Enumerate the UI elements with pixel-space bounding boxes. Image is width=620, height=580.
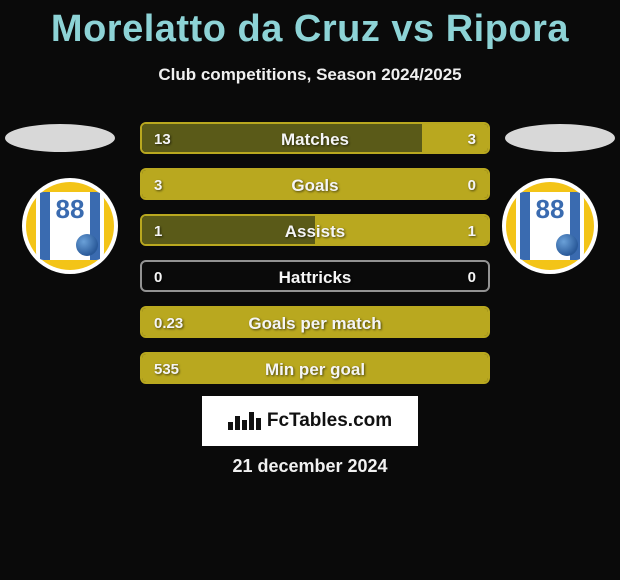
stat-bars: Matches133Goals30Assists11Hattricks00Goa…	[140, 122, 490, 398]
club-badge-right: 88	[502, 178, 598, 274]
stat-value-left: 0	[154, 262, 162, 292]
subtitle: Club competitions, Season 2024/2025	[0, 65, 620, 85]
source-logo: FcTables.com	[202, 396, 418, 446]
stat-bar: Hattricks0 0	[140, 260, 490, 292]
badge-number: 88	[36, 194, 104, 225]
stat-value-left: 0.23	[154, 308, 183, 338]
stat-value-right: 0	[468, 170, 476, 200]
date-text: 21 december 2024	[0, 456, 620, 477]
stat-value-right: 1	[468, 216, 476, 246]
badge-number: 88	[516, 194, 584, 225]
stat-label: Hattricks	[142, 262, 488, 292]
stat-bar: Goals3 0	[140, 168, 490, 200]
stat-bar: Assists1 1	[140, 214, 490, 246]
player-shadow-right	[505, 124, 615, 152]
logo-text: FcTables.com	[267, 410, 392, 432]
comparison-infographic: Morelatto da Cruz vs Ripora Club competi…	[0, 0, 620, 580]
soccer-ball-icon	[76, 234, 98, 256]
stat-label: Assists	[142, 216, 488, 246]
stat-value-left: 3	[154, 170, 162, 200]
stat-value-right: 0	[468, 262, 476, 292]
stat-label: Goals per match	[142, 308, 488, 338]
stat-value-left: 1	[154, 216, 162, 246]
stat-bar: Goals per match0.23	[140, 306, 490, 338]
club-badge-left: 88	[22, 178, 118, 274]
page-title: Morelatto da Cruz vs Ripora	[0, 0, 620, 51]
stat-label: Goals	[142, 170, 488, 200]
soccer-ball-icon	[556, 234, 578, 256]
player-shadow-left	[5, 124, 115, 152]
stat-bar: Matches13 3	[140, 122, 490, 154]
stat-value-left: 535	[154, 354, 179, 384]
stat-label: Min per goal	[142, 354, 488, 384]
stat-bar: Min per goal535	[140, 352, 490, 384]
stat-value-left: 13	[154, 124, 171, 154]
stat-value-right: 3	[468, 124, 476, 154]
stat-label: Matches	[142, 124, 488, 154]
chart-icon	[228, 412, 261, 430]
